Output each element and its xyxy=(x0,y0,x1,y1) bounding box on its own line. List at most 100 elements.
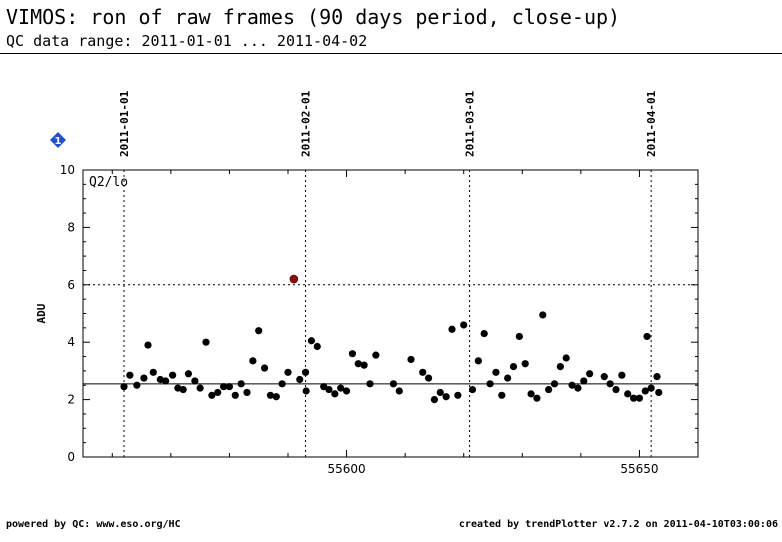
data-point xyxy=(272,393,280,401)
data-point xyxy=(430,396,439,404)
y-tick-label: 8 xyxy=(67,220,75,234)
data-point xyxy=(600,373,608,381)
chart-title: VIMOS: ron of raw frames (90 days period… xyxy=(6,5,621,29)
data-point xyxy=(337,384,345,392)
data-point xyxy=(284,368,292,376)
chart-axes: 0 2 4 6 8 10 55600 55650 xyxy=(60,163,699,476)
y-tick-label: 4 xyxy=(67,335,75,349)
y-tick-label: 6 xyxy=(67,278,75,292)
data-point xyxy=(468,385,477,394)
data-point xyxy=(208,391,216,399)
footer-powered-by: powered by QC: www.eso.org/HC xyxy=(6,519,181,530)
x-tick-label: 55600 xyxy=(327,462,365,476)
info-badge-icon[interactable] xyxy=(50,132,66,148)
data-point xyxy=(249,357,257,365)
data-point xyxy=(348,350,357,358)
data-point xyxy=(360,361,368,369)
data-point xyxy=(196,384,204,392)
data-point xyxy=(144,341,152,349)
footer-created-by: created by trendPlotter v2.7.2 on 2011-0… xyxy=(458,519,778,530)
data-point xyxy=(454,391,462,399)
data-point xyxy=(237,380,245,388)
data-point xyxy=(395,387,403,395)
data-point xyxy=(307,337,316,345)
y-tick-label: 10 xyxy=(60,163,75,177)
data-point xyxy=(140,374,148,382)
chart-subtitle: QC data range: 2011-01-01 ... 2011-04-02 xyxy=(6,32,368,50)
data-point xyxy=(243,388,251,397)
data-point xyxy=(424,374,433,382)
data-point xyxy=(624,390,632,398)
date-marker-label: 2011-04-01 xyxy=(645,90,658,157)
data-point xyxy=(354,360,362,368)
data-point xyxy=(504,374,512,382)
y-axis-label: ADU xyxy=(35,303,48,323)
data-point xyxy=(545,385,553,394)
data-point xyxy=(169,371,177,379)
data-point xyxy=(225,383,234,391)
data-point xyxy=(436,388,444,397)
date-marker-label: 2011-03-01 xyxy=(464,90,477,157)
data-point xyxy=(474,357,482,365)
data-point xyxy=(480,329,488,338)
data-point xyxy=(179,385,187,394)
data-point xyxy=(586,370,594,378)
outlier-point xyxy=(289,274,299,284)
y-tick-label: 0 xyxy=(67,450,75,464)
data-point xyxy=(448,325,456,333)
data-point xyxy=(372,351,380,359)
data-point xyxy=(655,388,663,397)
data-point xyxy=(325,385,333,394)
data-point xyxy=(574,384,582,392)
data-point xyxy=(331,390,339,398)
plot-frame xyxy=(82,169,699,458)
data-point xyxy=(527,390,535,398)
data-point xyxy=(389,380,398,388)
data-point xyxy=(407,355,415,364)
panel-label: Q2/lo xyxy=(89,175,128,190)
date-marker-label: 2011-01-01 xyxy=(118,90,131,157)
data-point xyxy=(296,375,304,384)
data-point xyxy=(539,311,547,319)
data-point xyxy=(643,332,651,341)
data-point xyxy=(419,368,427,376)
data-point xyxy=(161,377,170,385)
data-point xyxy=(313,342,321,351)
data-point xyxy=(580,377,588,385)
data-point xyxy=(521,360,529,368)
data-point xyxy=(635,394,644,402)
data-point xyxy=(191,377,199,385)
data-point xyxy=(219,383,228,391)
chart-grid xyxy=(83,284,698,385)
data-point xyxy=(231,391,239,399)
x-tick-label: 55650 xyxy=(620,462,658,476)
data-point xyxy=(641,387,649,395)
date-markers: 2011-01-01 2011-02-01 2011-03-01 2011-04-01 xyxy=(118,90,658,457)
data-point xyxy=(556,362,564,371)
data-point xyxy=(562,354,570,362)
data-point xyxy=(120,383,128,391)
data-point xyxy=(515,332,523,341)
data-point xyxy=(629,394,638,402)
data-point xyxy=(509,362,518,371)
header-divider xyxy=(0,53,782,54)
data-point xyxy=(533,394,541,402)
data-point xyxy=(255,327,263,335)
data-point xyxy=(301,368,310,376)
data-point xyxy=(568,381,576,389)
data-point xyxy=(278,380,286,388)
data-point xyxy=(149,368,157,376)
data-point xyxy=(647,384,655,392)
data-point xyxy=(498,391,506,399)
date-marker-label: 2011-02-01 xyxy=(300,90,313,157)
data-point xyxy=(133,381,141,389)
data-point xyxy=(618,371,626,379)
data-points xyxy=(120,274,663,404)
data-point xyxy=(612,385,620,394)
info-badge[interactable]: 1 xyxy=(50,132,66,148)
data-point xyxy=(302,387,310,395)
data-point xyxy=(492,368,500,376)
data-point xyxy=(606,380,614,388)
data-point xyxy=(214,388,222,397)
